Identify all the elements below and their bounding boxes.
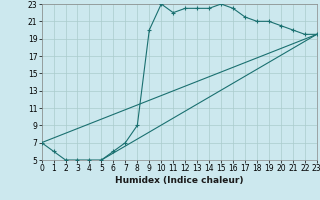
X-axis label: Humidex (Indice chaleur): Humidex (Indice chaleur) <box>115 176 244 185</box>
